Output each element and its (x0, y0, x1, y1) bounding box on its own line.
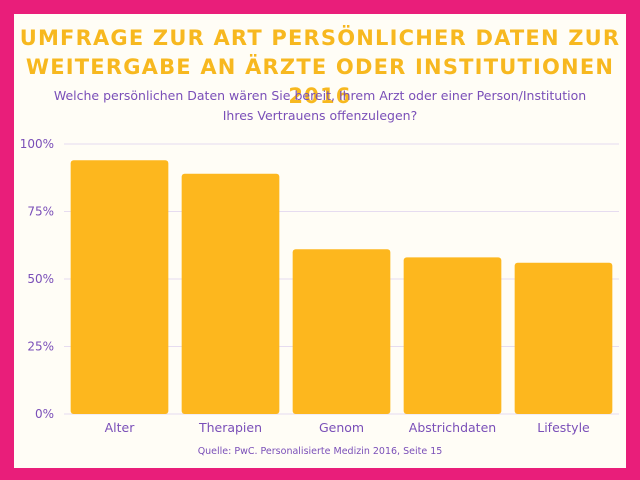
bar-chart: 0% 25% 50% 75% 100% Alter Therapien Genom Abstri… (20, 137, 619, 435)
y-tick-label: 25% (27, 340, 54, 354)
chart-card: UMFRAGE ZUR ART PERSÖNLICHER DATEN ZUR W… (14, 14, 626, 468)
x-tick-label: Abstrichdaten (409, 420, 496, 435)
x-tick-label: Genom (319, 420, 364, 435)
x-tick-label: Alter (105, 420, 136, 435)
y-tick-label: 100% (20, 137, 54, 151)
y-tick-label: 0% (35, 407, 54, 421)
chart-title: UMFRAGE ZUR ART PERSÖNLICHER DATEN ZUR W… (19, 26, 621, 108)
bar-abstrichdaten (403, 257, 502, 414)
y-tick-label: 50% (27, 272, 54, 286)
x-tick-label: Therapien (198, 420, 262, 435)
y-tick-label: 75% (27, 205, 54, 219)
source-note: Quelle: PwC. Personalisierte Medizin 201… (197, 446, 443, 457)
bar-alter (70, 160, 169, 414)
bar-therapien (181, 173, 280, 414)
bar-genom (292, 249, 391, 414)
x-tick-label: Lifestyle (537, 420, 590, 435)
chart-subtitle: Welche persönlichen Daten wären Sie bere… (53, 88, 587, 123)
bar-lifestyle (514, 262, 613, 414)
